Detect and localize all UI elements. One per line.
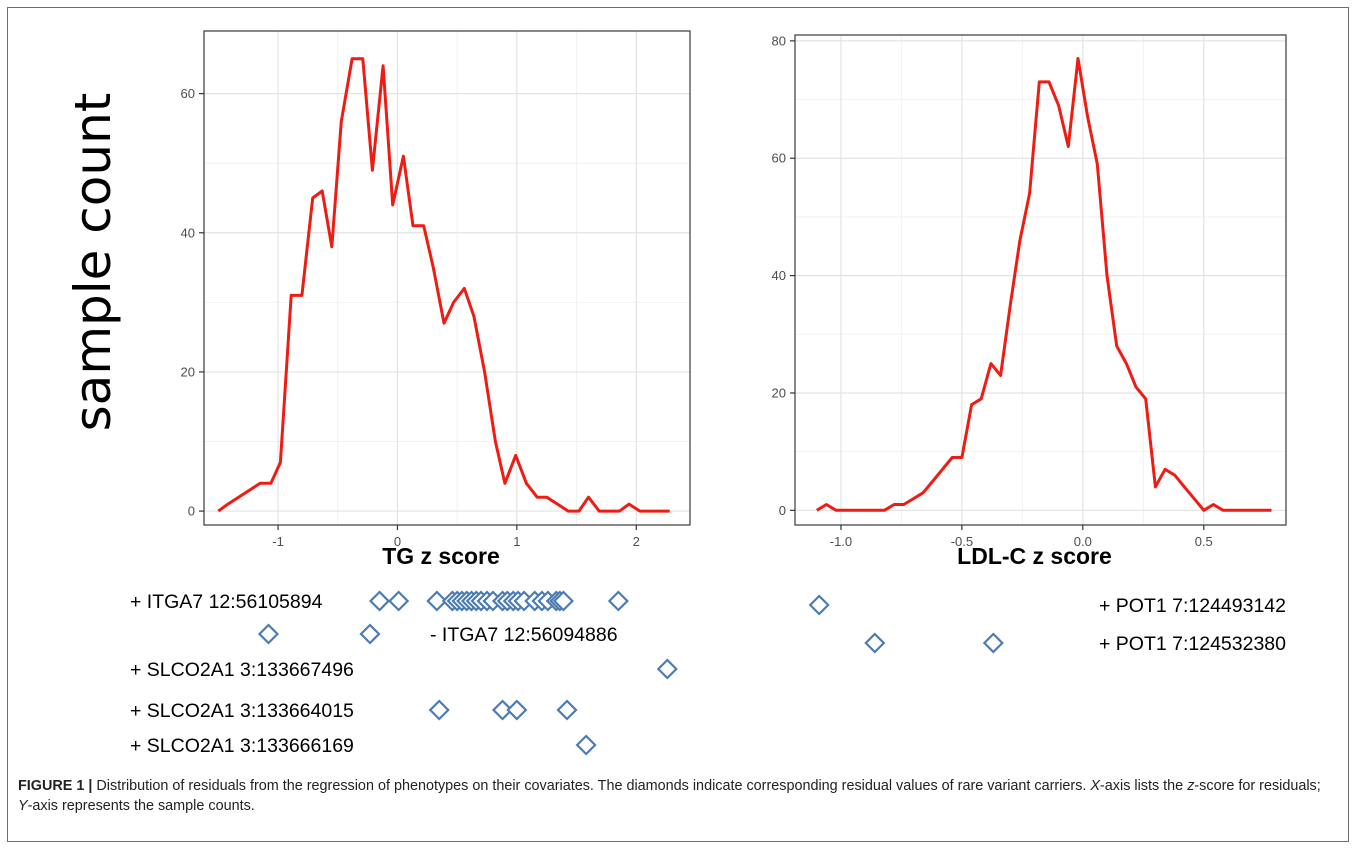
caption-text-1: Distribution of residuals from the regre… — [92, 778, 1091, 794]
caption-y-axis: Y — [18, 798, 28, 814]
y-tick-label: 80 — [772, 33, 786, 48]
x-tick-label: -0.5 — [951, 534, 973, 549]
carrier-label: + ITGA7 12:56105894 — [130, 591, 323, 613]
carrier-label: + SLCO2A1 3:133664015 — [130, 700, 354, 722]
x-axis-title: LDL-C z score — [957, 543, 1112, 569]
caption-text-4: -axis represents the sample counts. — [27, 798, 255, 814]
x-tick-label: 0.0 — [1074, 534, 1092, 549]
carrier-label: + POT1 7:124493142 — [1099, 595, 1286, 617]
carrier-markers: + ITGA7 12:56105894 - ITGA7 12:56094886 + … — [130, 590, 1286, 757]
carrier-diamond — [607, 590, 629, 612]
carrier-diamond — [864, 632, 886, 654]
carrier-diamond — [428, 699, 450, 721]
plot-border — [203, 30, 691, 526]
y-tick-label: 20 — [772, 385, 786, 400]
plot-border — [794, 34, 1287, 526]
carrier-diamond — [368, 590, 391, 612]
y-tick-label: 0 — [779, 503, 786, 518]
caption-text-3: -score for residuals; — [1194, 778, 1321, 794]
caption-text-2: -axis lists the — [1100, 778, 1188, 794]
y-tick-label: 60 — [181, 86, 195, 101]
x-tick-label: 2 — [633, 534, 640, 549]
carrier-diamond — [575, 734, 597, 756]
carrier-diamond — [506, 699, 528, 721]
y-tick-label: 40 — [772, 268, 786, 283]
caption-label: FIGURE 1 | — [18, 778, 93, 794]
carrier-diamond — [257, 623, 280, 645]
carrier-diamond — [552, 590, 574, 612]
distribution-line — [816, 57, 1272, 512]
ldlc-panel: -1.0 -0.5 0.0 0.5 0 20 40 60 80 LDL-C z score — [772, 33, 1287, 569]
x-tick-label: 0 — [394, 534, 401, 549]
x-axis-title: TG z score — [382, 543, 500, 569]
x-tick-label: -1.0 — [830, 534, 852, 549]
carrier-diamond — [388, 590, 410, 612]
carrier-label: + SLCO2A1 3:133666169 — [130, 735, 354, 757]
y-tick-label: 60 — [772, 151, 786, 166]
carrier-diamond — [491, 699, 514, 721]
carrier-diamond — [359, 623, 381, 645]
y-tick-label: 40 — [181, 225, 195, 240]
carrier-diamond — [426, 590, 448, 612]
x-tick-label: -1 — [272, 534, 284, 549]
caption-x-axis: X — [1090, 778, 1101, 794]
caption-z: z — [1187, 778, 1195, 794]
y-axis-title: sample count — [64, 93, 122, 432]
y-tick-label: 0 — [188, 504, 195, 519]
carrier-diamond — [808, 594, 830, 616]
x-tick-label: 1 — [513, 534, 520, 549]
carrier-label: + POT1 7:124532380 — [1099, 633, 1286, 655]
carrier-label: - ITGA7 12:56094886 — [430, 624, 618, 646]
carrier-diamond — [656, 658, 678, 680]
distribution-line — [217, 57, 670, 513]
figure-frame — [7, 7, 1349, 842]
figure-caption: FIGURE 1 | Distribution of residuals fro… — [18, 776, 1338, 816]
y-tick-label: 20 — [181, 364, 195, 379]
carrier-diamond — [556, 699, 578, 721]
carrier-label: + SLCO2A1 3:133667496 — [130, 659, 354, 681]
carrier-diamond — [982, 632, 1004, 654]
x-tick-label: 0.5 — [1195, 534, 1213, 549]
